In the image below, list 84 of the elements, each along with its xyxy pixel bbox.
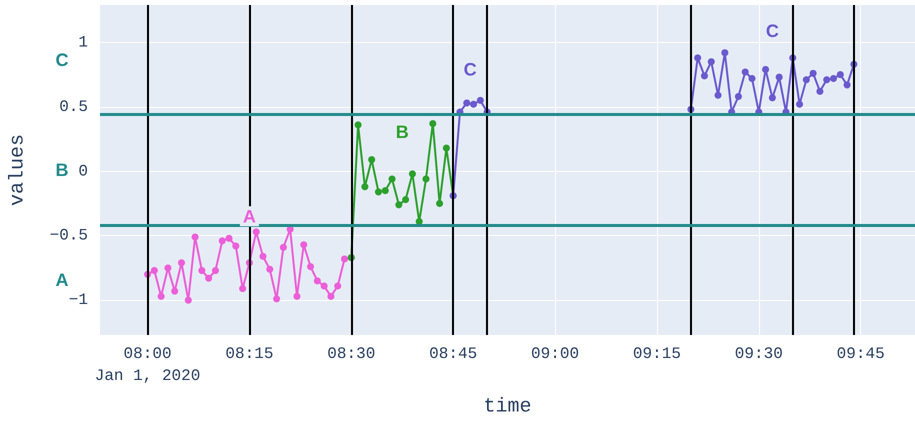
y-tick-label: −0.5 (50, 226, 88, 245)
point (307, 263, 314, 270)
point (314, 277, 321, 284)
x-tick-label: 09:45 (836, 345, 885, 363)
point (776, 74, 783, 81)
point (368, 156, 376, 164)
point (382, 187, 389, 194)
point (171, 288, 178, 295)
x-tick-label: 09:15 (632, 345, 681, 363)
point (158, 292, 165, 300)
point (463, 99, 470, 106)
point (150, 267, 158, 274)
point (742, 68, 749, 76)
point (205, 274, 212, 282)
point (429, 120, 436, 128)
y-tick-label: 0.5 (59, 98, 88, 116)
point (252, 228, 260, 236)
point (300, 241, 308, 248)
point (395, 201, 402, 208)
point (218, 237, 226, 244)
point (354, 121, 362, 128)
series-label: B (396, 122, 409, 142)
point (327, 292, 334, 300)
x-tick-label: 09:00 (531, 345, 580, 363)
point (260, 252, 266, 260)
point (762, 66, 770, 73)
y-axis-title: values (6, 134, 30, 206)
point (802, 76, 810, 84)
x-tick-label: 08:00 Jan 1, 2020 (94, 345, 200, 385)
point (748, 74, 756, 82)
point (816, 88, 824, 95)
y-tick-label: 0 (78, 162, 88, 180)
point (293, 292, 300, 300)
point (708, 58, 715, 66)
point (422, 176, 430, 183)
point (844, 81, 851, 88)
point (476, 96, 484, 104)
point (273, 295, 280, 302)
point (721, 49, 728, 56)
point (239, 285, 246, 292)
point (280, 244, 287, 251)
point (830, 74, 837, 82)
x-tick-label: 08:45 (429, 345, 478, 363)
point (178, 259, 185, 266)
point (470, 100, 478, 108)
point (361, 183, 368, 190)
text: B (56, 160, 68, 180)
point (164, 264, 172, 272)
point (810, 70, 817, 77)
point (796, 100, 804, 108)
x-tick-label: 08:15 (225, 345, 274, 363)
point (402, 196, 410, 204)
x-tick-label: 09:30 (734, 345, 783, 363)
point (232, 242, 240, 250)
series-label: A (242, 206, 256, 226)
point (714, 92, 722, 99)
point (388, 176, 396, 183)
point (374, 188, 382, 196)
text: A (56, 270, 68, 290)
point (768, 94, 776, 102)
point (184, 296, 192, 304)
point (198, 267, 206, 274)
point (266, 266, 274, 273)
point (334, 282, 342, 290)
x-tick-label: 08:30 (327, 345, 376, 363)
point (694, 54, 702, 62)
x-axis-title: time (483, 396, 532, 418)
y-tick-label: 1 (78, 33, 88, 52)
point (823, 76, 830, 84)
y-tick-label: −1 (68, 291, 88, 310)
text: C (56, 50, 68, 70)
point (436, 200, 444, 208)
point (700, 72, 708, 80)
point (408, 170, 416, 178)
point (734, 93, 742, 100)
series-label: C (464, 60, 477, 80)
point (341, 255, 348, 262)
point (836, 71, 844, 78)
point (226, 234, 233, 242)
point (192, 234, 199, 241)
point (212, 267, 219, 274)
point (442, 144, 450, 152)
point (320, 282, 328, 290)
series-label: C (766, 21, 779, 42)
